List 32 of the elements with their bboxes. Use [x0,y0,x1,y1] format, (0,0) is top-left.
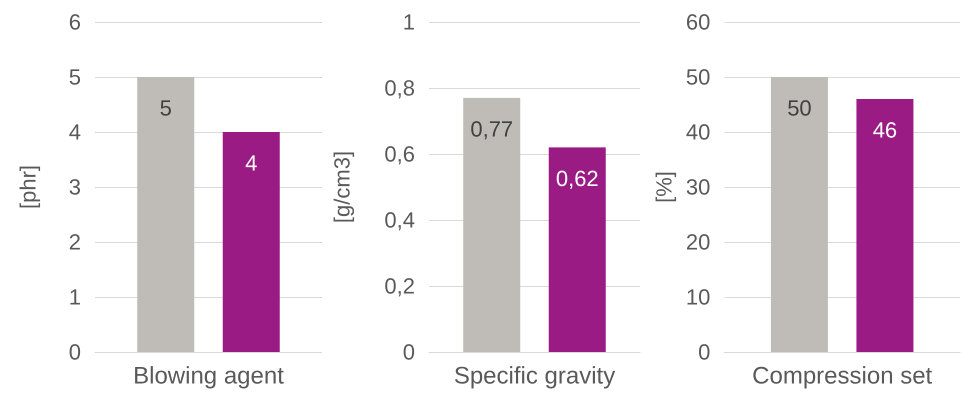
data-label: 4 [245,150,258,176]
y-tick-label: 6 [68,10,81,34]
y-tick-label: 30 [686,174,710,200]
y-tick-label: 50 [686,64,710,90]
y-tick-label: 40 [686,120,710,144]
data-label: 0,62 [556,166,599,191]
y-tick-label: 0,4 [384,208,415,232]
y-tick-label: 0 [402,340,415,364]
data-label: 0,77 [470,116,514,142]
y-tick-label: 1 [402,10,415,34]
x-tick-label: Specific gravity [454,362,616,390]
y-tick-label: 5 [68,64,81,90]
y-tick-label: 0,2 [384,274,415,298]
x-tick-label: Compression set [752,362,933,390]
x-tick-label: Blowing agent [133,362,284,390]
y-axis-title: [%] [652,171,676,203]
y-tick-label: 20 [686,230,710,254]
y-tick-label: 0,8 [384,76,415,100]
y-tick-label: 3 [68,174,81,200]
y-tick-label: 60 [686,10,710,34]
data-label: 5 [160,96,172,120]
y-tick-label: 0 [68,340,81,364]
y-tick-label: 1 [68,284,81,310]
y-tick-label: 0 [698,340,710,364]
data-label: 50 [787,96,812,120]
y-tick-label: 4 [68,120,81,144]
y-tick-label: 0,6 [384,142,415,166]
y-axis-title: [g/cm3] [330,150,354,224]
y-tick-label: 2 [68,230,81,254]
y-tick-label: 10 [686,284,710,310]
y-axis-title: [phr] [16,164,40,210]
data-label: 46 [872,118,898,142]
